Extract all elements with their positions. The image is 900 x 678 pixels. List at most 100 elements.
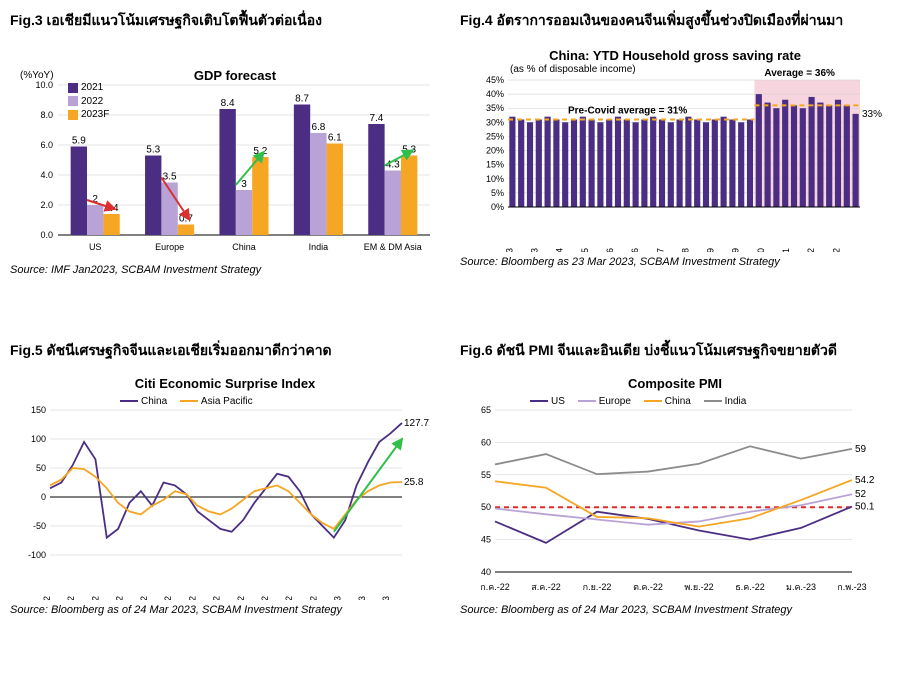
svg-text:Feb-22: Feb-22 bbox=[66, 596, 76, 600]
fig4-chart-title: China: YTD Household gross saving rate bbox=[460, 48, 890, 63]
svg-text:54.2: 54.2 bbox=[855, 475, 875, 486]
svg-text:8.7: 8.7 bbox=[295, 94, 309, 105]
svg-text:ต.ค.-22: ต.ค.-22 bbox=[633, 582, 663, 592]
svg-text:ธ.ค.-22: ธ.ค.-22 bbox=[735, 582, 765, 592]
svg-text:35%: 35% bbox=[486, 103, 504, 113]
legend-india: India bbox=[725, 396, 747, 407]
fig4-subtitle: (as % of disposable income) bbox=[510, 64, 636, 75]
svg-text:50: 50 bbox=[481, 502, 491, 512]
fig4-source: Source: Bloomberg as 23 Mar 2023, SCBAM … bbox=[460, 256, 890, 268]
svg-text:Sep-20: Sep-20 bbox=[756, 248, 766, 252]
svg-text:พ.ย.-22: พ.ย.-22 bbox=[684, 582, 713, 592]
svg-text:Jun-15: Jun-15 bbox=[580, 248, 590, 252]
fig3-chart-title: GDP forecast bbox=[160, 68, 310, 83]
fig4-title: Fig.4 อัตราการออมเงินของคนจีนเพิ่มสูงขึ้… bbox=[460, 10, 890, 32]
svg-text:Sep-22: Sep-22 bbox=[236, 596, 246, 600]
svg-text:45%: 45% bbox=[486, 75, 504, 85]
fig5-chart-title: Citi Economic Surprise Index bbox=[10, 376, 440, 391]
svg-text:India: India bbox=[309, 242, 329, 252]
fig6-source: Source: Bloomberg as of 24 Mar 2023, SCB… bbox=[460, 604, 890, 616]
svg-text:6.0: 6.0 bbox=[40, 140, 53, 150]
svg-text:Feb-23: Feb-23 bbox=[357, 596, 367, 600]
svg-text:Average = 36%: Average = 36% bbox=[764, 68, 835, 79]
svg-text:127.7: 127.7 bbox=[404, 418, 429, 429]
svg-text:150: 150 bbox=[31, 405, 46, 415]
svg-text:5.3: 5.3 bbox=[146, 145, 160, 156]
svg-text:Mar-13: Mar-13 bbox=[504, 248, 514, 252]
svg-text:Europe: Europe bbox=[155, 242, 184, 252]
svg-text:100: 100 bbox=[31, 434, 46, 444]
svg-text:Sep-17: Sep-17 bbox=[655, 248, 665, 252]
svg-text:China: China bbox=[232, 242, 256, 252]
svg-text:Jun-18: Jun-18 bbox=[680, 248, 690, 252]
svg-text:Nov-22: Nov-22 bbox=[284, 596, 294, 600]
fig3-source: Source: IMF Jan2023, SCBAM Investment St… bbox=[10, 264, 440, 276]
fig5-legend: China Asia Pacific bbox=[120, 394, 263, 407]
fig3-yaxis-label: (%YoY) bbox=[20, 70, 54, 81]
svg-text:8.4: 8.4 bbox=[221, 98, 235, 109]
svg-text:5%: 5% bbox=[491, 188, 504, 198]
legend-2021: 2021 bbox=[81, 82, 103, 93]
fig5-source: Source: Bloomberg as of 24 Mar 2023, SCB… bbox=[10, 604, 440, 616]
svg-text:15%: 15% bbox=[486, 160, 504, 170]
svg-text:30%: 30% bbox=[486, 117, 504, 127]
svg-text:Mar-19: Mar-19 bbox=[706, 248, 716, 252]
svg-text:50: 50 bbox=[36, 463, 46, 473]
legend-china: China bbox=[141, 396, 167, 407]
svg-text:Dec-22: Dec-22 bbox=[308, 596, 318, 600]
svg-text:33%: 33% bbox=[862, 109, 882, 120]
svg-text:7.4: 7.4 bbox=[369, 113, 383, 124]
svg-text:ก.ย.-22: ก.ย.-22 bbox=[583, 582, 612, 592]
fig6-chart-title: Composite PMI bbox=[460, 376, 890, 391]
svg-text:ส.ค.-22: ส.ค.-22 bbox=[531, 582, 561, 592]
svg-text:Mar-16: Mar-16 bbox=[605, 248, 615, 252]
svg-text:US: US bbox=[89, 242, 102, 252]
svg-text:40: 40 bbox=[481, 567, 491, 577]
legend-2022: 2022 bbox=[81, 96, 103, 107]
svg-text:0.0: 0.0 bbox=[40, 230, 53, 240]
svg-text:May-22: May-22 bbox=[139, 596, 149, 600]
fig3-title: Fig.3 เอเชียมีแนวโน้มเศรษฐกิจเติบโตฟื้นต… bbox=[10, 10, 440, 32]
svg-text:45: 45 bbox=[481, 535, 491, 545]
legend-europe: Europe bbox=[599, 396, 631, 407]
legend-china-pmi: China bbox=[665, 396, 691, 407]
svg-text:Sep-14: Sep-14 bbox=[555, 248, 565, 252]
svg-text:Pre-Covid average = 31%: Pre-Covid average = 31% bbox=[568, 106, 687, 117]
svg-text:Apr-22: Apr-22 bbox=[115, 596, 125, 600]
svg-text:Jul-22: Jul-22 bbox=[187, 596, 197, 600]
svg-text:ม.ค.-23: ม.ค.-23 bbox=[786, 582, 816, 592]
svg-text:ก.ค.-22: ก.ค.-22 bbox=[480, 582, 509, 592]
svg-text:Jun-21: Jun-21 bbox=[781, 248, 791, 252]
svg-text:5.9: 5.9 bbox=[72, 136, 86, 147]
svg-text:8.0: 8.0 bbox=[40, 110, 53, 120]
fig6-legend: US Europe China India bbox=[530, 394, 756, 407]
svg-text:6.1: 6.1 bbox=[328, 133, 342, 144]
svg-text:Dec-16: Dec-16 bbox=[630, 248, 640, 252]
svg-text:25%: 25% bbox=[486, 131, 504, 141]
svg-text:4.0: 4.0 bbox=[40, 170, 53, 180]
svg-text:Mar-22: Mar-22 bbox=[806, 248, 816, 252]
svg-text:50.1: 50.1 bbox=[855, 502, 875, 513]
fig6-title: Fig.6 ดัชนี PMI จีนและอินเดีย บ่งชี้แนวโ… bbox=[460, 340, 890, 362]
svg-text:Dec-13: Dec-13 bbox=[530, 248, 540, 252]
legend-asia-pacific: Asia Pacific bbox=[201, 396, 253, 407]
legend-us: US bbox=[551, 396, 565, 407]
svg-text:40%: 40% bbox=[486, 89, 504, 99]
svg-text:52: 52 bbox=[855, 489, 867, 500]
svg-text:-100: -100 bbox=[28, 550, 46, 560]
svg-text:59: 59 bbox=[855, 444, 867, 455]
fig5-title: Fig.5 ดัชนีเศรษฐกิจจีนและเอเชียเริ่มออกม… bbox=[10, 340, 440, 362]
svg-text:10.0: 10.0 bbox=[35, 80, 53, 90]
svg-text:Mar-23: Mar-23 bbox=[381, 596, 391, 600]
svg-text:25.8: 25.8 bbox=[404, 477, 424, 488]
legend-2023f: 2023F bbox=[81, 109, 109, 120]
svg-text:20%: 20% bbox=[486, 146, 504, 156]
svg-text:EM & DM Asia: EM & DM Asia bbox=[364, 242, 422, 252]
svg-text:-50: -50 bbox=[33, 521, 46, 531]
svg-text:65: 65 bbox=[481, 405, 491, 415]
svg-text:2.0: 2.0 bbox=[40, 200, 53, 210]
svg-text:0%: 0% bbox=[491, 202, 504, 212]
svg-text:55: 55 bbox=[481, 470, 491, 480]
svg-text:3: 3 bbox=[241, 179, 247, 190]
svg-text:60: 60 bbox=[481, 437, 491, 447]
